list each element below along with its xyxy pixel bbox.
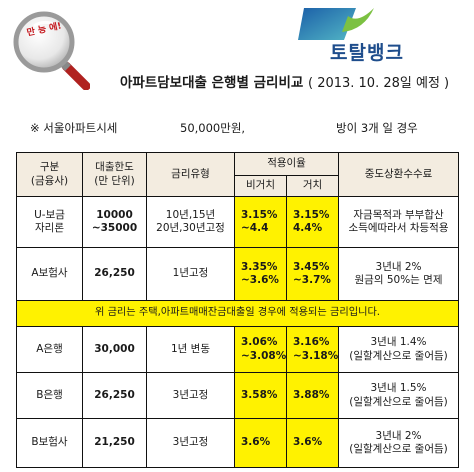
table-row: U-보금 자리론 10000 ~35000 10년,15년 20년,30년고정 3.1… — [16, 196, 460, 248]
table-header-row: 구분 (금융사) 대출한도 (만 단위) 금리유형 적용이율 중도상환수수료 — [16, 152, 460, 197]
cell-type: 10년,15년 20년,30년고정 — [146, 196, 235, 248]
cell-fee: 3년내 2% 원금의 50%는 면제 — [338, 247, 460, 301]
header-rate: 적용이율 — [233, 152, 340, 176]
title-date: ( 2013. 10. 28일 예정 ) — [307, 76, 450, 91]
table-row: B보험사 21,250 3년고정 3.6% 3.6% 3년내 2% (일할계산으로… — [16, 418, 460, 468]
cell-name: A보험사 — [16, 247, 83, 301]
cell-fee: 자금목적과 부부합산 소득에따라서 차등적용 — [338, 196, 460, 248]
cell-name: A은행 — [16, 326, 83, 373]
cell-type: 1년고정 — [146, 247, 235, 301]
rate-comparison-table: 구분 (금융사) 대출한도 (만 단위) 금리유형 적용이율 중도상환수수료 비거치… — [15, 152, 460, 468]
table-note: 위 금리는 주택,아파트매매잔금대출일 경우에 적용되는 금리입니다. — [15, 300, 460, 327]
header-rate-non-deferred: 비거치 — [234, 175, 287, 197]
cell-rate-non-deferred: 3.15% ~4.4 — [234, 196, 287, 248]
cell-rate-deferred: 3.15% 4.4% — [285, 196, 340, 248]
cell-rate-non-deferred: 3.58% — [234, 372, 287, 419]
header-rate-deferred: 거치 — [285, 175, 340, 197]
info-value: 50,000만원, — [180, 121, 246, 135]
cell-type: 3년고정 — [146, 372, 235, 419]
header-fee: 중도상환수수료 — [338, 152, 460, 197]
cell-limit: 21,250 — [82, 418, 147, 468]
cell-fee: 3년내 2% (일할계산으로 줄어듬) — [338, 418, 460, 468]
cell-type: 3년고정 — [146, 418, 235, 468]
cell-limit: 26,250 — [82, 372, 147, 419]
cell-rate-deferred: 3.45% ~3.7% — [285, 247, 340, 301]
cell-rate-non-deferred: 3.35% ~3.6% — [234, 247, 287, 301]
table-row: A보험사 26,250 1년고정 3.35% ~3.6% 3.45% ~3.7% 3… — [16, 247, 460, 301]
cell-type: 1년 변동 — [146, 326, 235, 373]
table-note-row: 위 금리는 주택,아파트매매잔금대출일 경우에 적용되는 금리입니다. — [15, 300, 460, 327]
table-row: A은행 30,000 1년 변동 3.06% ~3.08% 3.16% ~3.18%… — [16, 326, 460, 373]
cell-limit: 26,250 — [82, 247, 147, 301]
cell-limit: 10000 ~35000 — [82, 196, 147, 248]
logo-mark-icon — [298, 8, 374, 40]
cell-fee: 3년내 1.5% (일할계산으로 줄어듬) — [338, 372, 460, 419]
info-note: ※ 서울아파트시세 — [30, 121, 118, 135]
cell-rate-non-deferred: 3.06% ~3.08% — [234, 326, 287, 373]
page-title: 아파트담보대출 은행별 금리비교 ( 2013. 10. 28일 예정 ) — [120, 71, 449, 91]
cell-limit: 30,000 — [82, 326, 147, 373]
header-limit: 대출한도 (만 단위) — [82, 152, 147, 197]
cell-name: B은행 — [16, 372, 83, 419]
title-text: 아파트담보대출 은행별 금리비교 — [120, 75, 304, 91]
logo-text: 토탈뱅크 — [330, 42, 404, 64]
cell-rate-non-deferred: 3.6% — [234, 418, 287, 468]
cell-name: B보험사 — [16, 418, 83, 468]
header-category: 구분 (금융사) — [16, 152, 83, 197]
table-row: B은행 26,250 3년고정 3.58% 3.88% 3년내 1.5% (일할계… — [16, 372, 460, 419]
cell-rate-deferred: 3.6% — [285, 418, 340, 468]
info-condition: 방이 3개 일 경우 — [336, 121, 418, 135]
cell-rate-deferred: 3.16% ~3.18% — [285, 326, 340, 373]
table-subheader-row: 비거치 거치 — [17, 175, 459, 197]
cell-name: U-보금 자리론 — [16, 196, 83, 248]
magnifier-icon — [13, 11, 90, 90]
cell-rate-deferred: 3.88% — [285, 372, 340, 419]
cell-fee: 3년내 1.4% (일할계산으로 줄어듬) — [338, 326, 460, 373]
header-type: 금리유형 — [146, 152, 235, 197]
